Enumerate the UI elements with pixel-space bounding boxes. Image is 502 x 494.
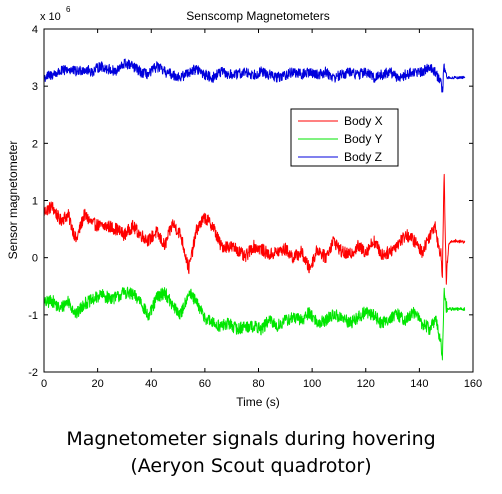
plot-area: 0 20 40 60 80 100 120 140 160 -2 -1 0 1 2 3 4 — [28, 24, 482, 390]
y-tick-label: 1 — [32, 196, 38, 208]
legend-entries: Body X Body Y Body Z — [298, 114, 383, 164]
series-layer — [43, 58, 466, 361]
y-tick-label: 4 — [32, 24, 38, 36]
y-multiplier: x 10 6 — [40, 5, 71, 23]
legend: Body X Body Y Body Z — [290, 108, 399, 167]
x-tick-label: 40 — [145, 378, 157, 390]
y-multiplier-exponent: 6 — [66, 5, 71, 14]
y-tick-label: -1 — [28, 310, 38, 322]
caption-line-2: (Aeryon Scout quadrotor) — [130, 455, 372, 477]
x-tick-label: 100 — [303, 378, 321, 390]
y-tick-label: 3 — [32, 81, 38, 93]
x-tick-label: 60 — [199, 378, 211, 390]
x-tick-label: 160 — [464, 378, 482, 390]
x-tick-label: 80 — [252, 378, 264, 390]
x-tick-label: 20 — [92, 378, 104, 390]
y-tick-label: 0 — [32, 253, 38, 265]
x-tick-label: 0 — [41, 378, 47, 390]
y-tick-label: 2 — [32, 138, 38, 150]
x-axis-label: Time (s) — [236, 395, 280, 409]
x-ticks: 0 20 40 60 80 100 120 140 160 — [41, 29, 482, 390]
y-axis-label: Sensor magnetometer — [6, 141, 20, 260]
caption-line-1: Magnetometer signals during hovering — [66, 428, 436, 450]
x-tick-label: 120 — [357, 378, 375, 390]
chart-title: Senscomp Magnetometers — [186, 9, 329, 23]
series-line-body-x — [43, 173, 466, 285]
x-tick-label: 140 — [410, 378, 428, 390]
series-line-body-y — [43, 286, 466, 361]
series-line-body-z — [43, 58, 466, 93]
y-multiplier-base: x 10 — [40, 11, 61, 23]
y-ticks: -2 -1 0 1 2 3 4 — [28, 24, 473, 379]
legend-label: Body Y — [344, 132, 382, 146]
legend-label: Body X — [344, 114, 383, 128]
legend-label: Body Z — [344, 150, 382, 164]
y-tick-label: -2 — [28, 367, 38, 379]
